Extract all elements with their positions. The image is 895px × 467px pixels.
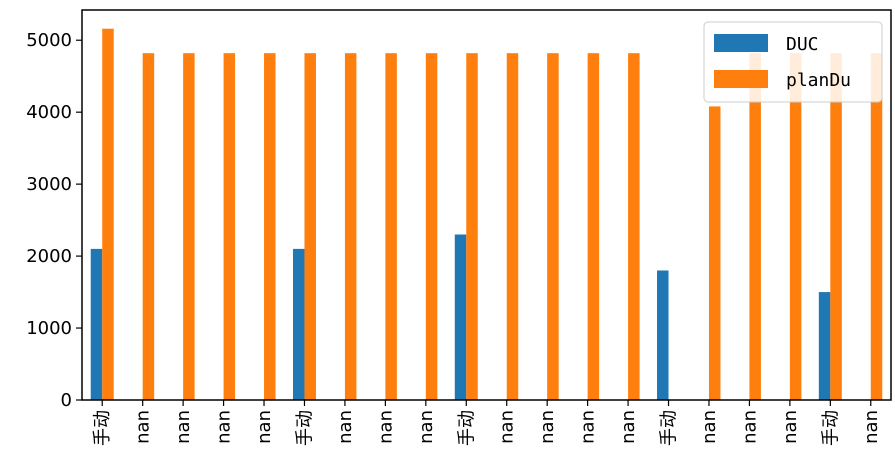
bar-plandu-19: [870, 53, 883, 400]
bar-duc-14: [657, 270, 669, 400]
x-tick-label-2: nan: [173, 410, 194, 444]
bar-plandu-16: [749, 53, 761, 400]
bar-plandu-11: [547, 53, 559, 400]
bar-plandu-6: [344, 53, 357, 400]
legend-swatch-plandu: [714, 70, 768, 88]
x-tick-label-5: 手动: [294, 410, 315, 446]
x-tick-label-17: nan: [780, 410, 801, 444]
y-tick-label-4000: 4000: [26, 102, 72, 123]
legend-label-duc: DUC: [786, 34, 819, 55]
y-tick-label-3000: 3000: [26, 174, 72, 195]
x-tick-label-3: nan: [214, 410, 235, 444]
y-tick-label-1000: 1000: [26, 318, 72, 339]
x-tick-label-16: nan: [739, 410, 760, 444]
bar-duc-18: [818, 292, 831, 400]
x-tick-label-11: nan: [537, 410, 558, 444]
bars-group: [90, 28, 883, 401]
bar-plandu-15: [708, 106, 721, 401]
x-tick-label-12: nan: [578, 410, 599, 444]
x-tick-label-0: 手动: [92, 410, 113, 446]
legend-label-plandu: planDu: [786, 70, 851, 91]
y-tick-label-2000: 2000: [26, 246, 72, 267]
x-tick-label-1: nan: [133, 410, 154, 444]
bar-plandu-4: [264, 53, 276, 400]
bar-plandu-2: [183, 53, 195, 400]
bar-plandu-3: [223, 53, 236, 400]
x-tick-label-19: nan: [861, 410, 882, 444]
bar-plandu-10: [506, 53, 519, 400]
bar-plandu-18: [830, 53, 842, 400]
legend-swatch-duc: [714, 34, 768, 52]
x-tick-label-10: nan: [497, 410, 518, 444]
bar-plandu-7: [385, 53, 397, 400]
x-tick-label-7: nan: [375, 410, 396, 444]
x-tick-label-18: 手动: [820, 410, 841, 446]
x-tick-label-14: 手动: [659, 410, 680, 446]
y-axis: 0 1000 2000 3000 4000 5000: [26, 30, 82, 411]
bar-plandu-8: [425, 53, 438, 400]
bar-plandu-1: [142, 53, 155, 400]
bar-plandu-5: [304, 53, 316, 400]
bar-duc-0: [90, 248, 103, 400]
x-tick-label-8: nan: [416, 410, 437, 444]
bar-plandu-0: [102, 28, 114, 400]
y-tick-label-0: 0: [61, 390, 72, 411]
bar-plandu-13: [628, 53, 640, 400]
bar-plandu-9: [466, 53, 478, 400]
x-axis: 手动 nan nan nan nan 手动 nan nan nan 手动 nan nan nan nan 手…: [92, 400, 882, 446]
x-tick-label-15: nan: [699, 410, 720, 444]
bar-plandu-17: [789, 53, 802, 400]
plot-frame: [81, 9, 892, 401]
x-tick-label-6: nan: [335, 410, 356, 444]
bar-duc-5: [292, 248, 305, 400]
legend: DUC planDu: [703, 21, 883, 103]
y-tick-label-5000: 5000: [26, 30, 72, 51]
bar-duc-9: [454, 234, 467, 400]
bar-plandu-12: [587, 53, 600, 400]
x-tick-label-9: 手动: [456, 410, 477, 446]
x-tick-label-4: nan: [254, 410, 275, 444]
x-tick-label-13: nan: [618, 410, 639, 444]
